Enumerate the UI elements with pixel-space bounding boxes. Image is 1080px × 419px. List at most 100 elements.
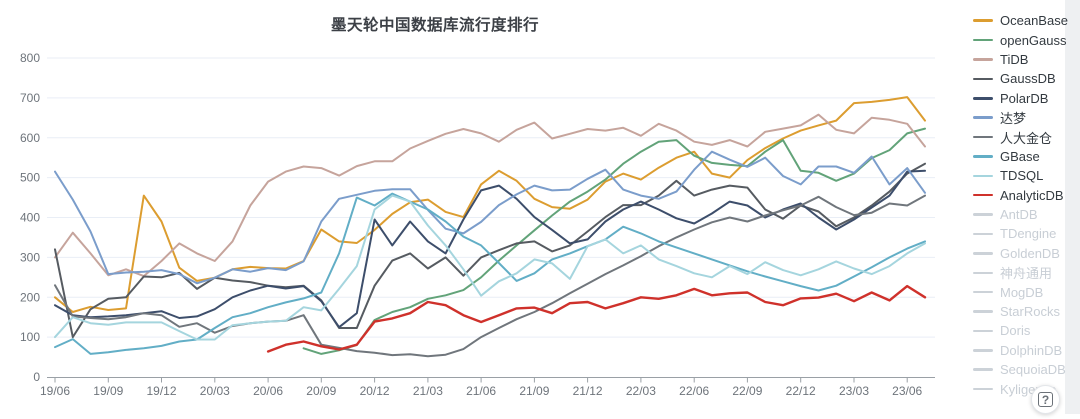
legend-line-swatch — [973, 77, 993, 81]
legend-label: 神舟通用 — [1000, 266, 1053, 282]
legend-item-GoldenDB[interactable]: GoldenDB — [973, 244, 1079, 263]
legend-label: GoldenDB — [1000, 245, 1060, 261]
legend-label: TDSQL — [1000, 168, 1044, 184]
series-line-AnalyticDB — [266, 284, 927, 353]
legend-item-TiDB[interactable]: TiDB — [973, 50, 1079, 69]
svg-text:23/03: 23/03 — [839, 384, 869, 398]
chart-legend: OceanBase openGauss TiDB GaussDB PolarDB 达梦人大… — [973, 11, 1079, 399]
legend-label: StarRocks — [1000, 304, 1060, 320]
legend-label: SequoiaDB — [1000, 362, 1066, 378]
legend-line-swatch — [973, 271, 993, 275]
legend-item-GBase[interactable]: GBase — [973, 147, 1079, 166]
legend-label: TiDB — [1000, 51, 1029, 67]
legend-label: TDengine — [1000, 226, 1057, 242]
svg-text:400: 400 — [20, 211, 40, 225]
help-button[interactable]: ? — [1031, 385, 1060, 414]
legend-line-swatch — [973, 193, 993, 197]
legend-line-swatch — [973, 232, 993, 236]
svg-text:19/12: 19/12 — [146, 384, 176, 398]
svg-text:23/06: 23/06 — [892, 384, 922, 398]
legend-label: MogDB — [1000, 284, 1044, 300]
legend-item-SequoiaDB[interactable]: SequoiaDB — [973, 360, 1079, 379]
series-line-人大金仓 — [54, 194, 926, 358]
legend-item-AntDB[interactable]: AntDB — [973, 205, 1079, 224]
svg-text:500: 500 — [20, 171, 40, 185]
legend-item-人大金仓[interactable]: 人大金仓 — [973, 127, 1079, 146]
legend-label: GaussDB — [1000, 71, 1056, 87]
legend-line-swatch — [973, 329, 993, 333]
svg-text:200: 200 — [20, 290, 40, 304]
series-line-TDSQL — [54, 194, 926, 341]
svg-text:22/09: 22/09 — [732, 384, 762, 398]
legend-line-swatch — [973, 174, 993, 178]
legend-line-swatch — [973, 290, 993, 294]
svg-text:600: 600 — [20, 131, 40, 145]
svg-text:21/12: 21/12 — [573, 384, 603, 398]
svg-text:21/03: 21/03 — [413, 384, 443, 398]
legend-item-OceanBase[interactable]: OceanBase — [973, 11, 1079, 30]
svg-text:20/09: 20/09 — [306, 384, 336, 398]
svg-text:22/06: 22/06 — [679, 384, 709, 398]
legend-label: 人大金仓 — [1000, 130, 1053, 146]
legend-label: Doris — [1000, 323, 1031, 339]
svg-text:100: 100 — [20, 330, 40, 344]
legend-label: openGauss — [1000, 32, 1067, 48]
legend-label: PolarDB — [1000, 90, 1049, 106]
svg-text:20/12: 20/12 — [360, 384, 390, 398]
legend-item-GaussDB[interactable]: GaussDB — [973, 69, 1079, 88]
legend-line-swatch — [973, 213, 993, 216]
svg-text:800: 800 — [20, 51, 40, 65]
svg-text:21/09: 21/09 — [519, 384, 549, 398]
legend-item-AnalyticDB[interactable]: AnalyticDB — [973, 186, 1079, 205]
svg-text:0: 0 — [33, 370, 40, 384]
legend-line-swatch — [973, 135, 993, 139]
legend-item-神舟通用[interactable]: 神舟通用 — [973, 263, 1079, 282]
legend-item-Kyligence[interactable]: Kyligence — [973, 379, 1079, 398]
series-line-OceanBase — [54, 96, 926, 313]
svg-text:19/06: 19/06 — [40, 384, 70, 398]
legend-item-DolphinDB[interactable]: DolphinDB — [973, 341, 1079, 360]
legend-line-swatch — [973, 349, 993, 352]
legend-line-swatch — [973, 97, 993, 100]
svg-text:21/06: 21/06 — [466, 384, 496, 398]
legend-label: AnalyticDB — [1000, 187, 1064, 203]
series-line-PolarDB — [54, 169, 926, 329]
svg-text:20/06: 20/06 — [253, 384, 283, 398]
legend-line-swatch — [973, 387, 993, 391]
legend-item-PolarDB[interactable]: PolarDB — [973, 89, 1079, 108]
legend-item-openGauss[interactable]: openGauss — [973, 30, 1079, 49]
legend-item-Doris[interactable]: Doris — [973, 321, 1079, 340]
svg-text:19/09: 19/09 — [93, 384, 123, 398]
legend-line-swatch — [973, 252, 993, 255]
legend-label: GBase — [1000, 148, 1040, 164]
chart-title: 墨天轮中国数据库流行度排行 — [330, 17, 539, 34]
series-line-达梦 — [54, 150, 926, 285]
legend-line-swatch — [973, 19, 993, 22]
legend-item-StarRocks[interactable]: StarRocks — [973, 302, 1079, 321]
legend-item-达梦[interactable]: 达梦 — [973, 108, 1079, 127]
legend-label: OceanBase — [1000, 13, 1068, 29]
series-line-GaussDB — [54, 162, 926, 339]
svg-text:22/03: 22/03 — [626, 384, 656, 398]
legend-line-swatch — [973, 310, 993, 313]
svg-text:700: 700 — [20, 91, 40, 105]
question-mark-icon: ? — [1038, 392, 1053, 407]
page-right-gutter — [1065, 0, 1080, 414]
svg-text:20/03: 20/03 — [200, 384, 230, 398]
legend-line-swatch — [973, 368, 993, 371]
legend-label: AntDB — [1000, 207, 1038, 223]
legend-line-swatch — [973, 116, 993, 119]
legend-label: 达梦 — [1000, 111, 1027, 127]
svg-text:22/12: 22/12 — [786, 384, 816, 398]
series-line-GBase — [54, 192, 926, 355]
legend-item-TDengine[interactable]: TDengine — [973, 224, 1079, 243]
series-line-openGauss — [302, 127, 926, 355]
legend-item-MogDB[interactable]: MogDB — [973, 282, 1079, 301]
series-line-TiDB — [54, 113, 926, 278]
legend-line-swatch — [973, 38, 993, 42]
legend-label: DolphinDB — [1000, 342, 1063, 358]
legend-item-TDSQL[interactable]: TDSQL — [973, 166, 1079, 185]
legend-line-swatch — [973, 58, 993, 61]
